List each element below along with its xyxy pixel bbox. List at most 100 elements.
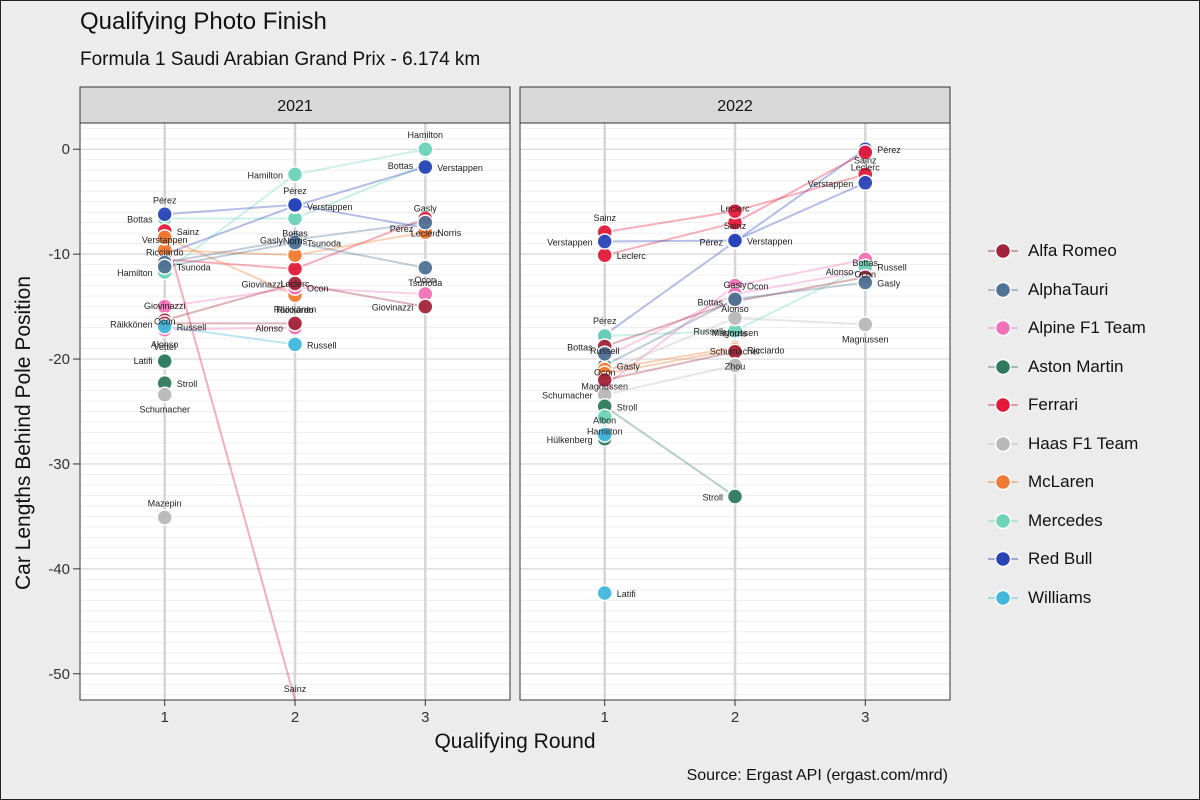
point-label: Leclerc	[280, 279, 310, 289]
point-label: Latifi	[134, 356, 153, 366]
data-point	[596, 246, 613, 264]
series-line	[604, 405, 736, 498]
data-point	[156, 206, 173, 223]
plot-area	[596, 140, 874, 602]
point-label: Hamilton	[587, 427, 623, 437]
legend-key	[988, 243, 1018, 260]
legend-item: Ferrari	[986, 386, 1146, 425]
facet-strip-label: 2022	[717, 98, 753, 115]
legend-item: Mercedes	[986, 502, 1146, 541]
point-label: Magnussen	[842, 334, 889, 344]
legend-key-point	[994, 589, 1012, 606]
legend-item: Alfa Romeo	[986, 232, 1146, 271]
point-label: Ocon	[415, 275, 437, 285]
point-label: Ricciardo	[747, 346, 785, 356]
legend-label: Mercedes	[1028, 510, 1103, 530]
data-point	[156, 509, 173, 526]
x-tick-label: 1	[161, 709, 169, 726]
y-tick-label: -50	[48, 666, 70, 683]
series-line	[604, 346, 736, 371]
legend-key	[988, 358, 1018, 375]
x-tick-label: 2	[731, 709, 739, 726]
legend-label: Aston Martin	[1028, 356, 1124, 376]
point-label: Leclerc	[720, 204, 750, 214]
point-label: Verstappen	[437, 163, 483, 173]
data-point	[156, 258, 173, 275]
source-caption: Source: Ergast API (ergast.com/mrd)	[686, 767, 948, 784]
legend-item: AlphaTauri	[986, 271, 1146, 310]
data-point	[417, 140, 434, 158]
data-point	[417, 298, 434, 315]
point-label: Ricciardo	[276, 305, 314, 315]
point-label: Norris	[723, 329, 747, 339]
point-label: Giovinazzi	[241, 280, 283, 290]
data-point	[156, 386, 173, 403]
point-label: Ricciardo	[146, 247, 184, 257]
legend-item: Red Bull	[986, 540, 1146, 579]
legend-key-point	[994, 551, 1012, 568]
point-label: Sainz	[284, 684, 307, 694]
data-point	[417, 259, 434, 277]
data-point	[286, 260, 304, 278]
point-label: Bottas	[697, 297, 723, 307]
point-label: Bottas	[567, 342, 593, 352]
legend-item: Haas F1 Team	[986, 425, 1146, 464]
series-line	[604, 364, 736, 396]
legend-key	[988, 474, 1018, 491]
point-label: Gasly	[723, 280, 747, 290]
point-label: Russell	[877, 263, 907, 273]
point-label: Räikkönen	[274, 304, 317, 314]
data-point	[857, 316, 874, 333]
legend-key-point	[994, 320, 1012, 337]
data-point	[857, 144, 874, 161]
legend-key-point	[994, 358, 1012, 375]
point-label: Pérez	[153, 195, 177, 205]
legend-key-point	[994, 474, 1012, 491]
plot-area	[156, 140, 434, 700]
series-line	[604, 348, 736, 375]
point-label: Giovinazzi	[372, 303, 414, 313]
legend-item: Aston Martin	[986, 348, 1146, 387]
point-label: Zhou	[725, 362, 746, 372]
legend-label: Ferrari	[1028, 395, 1079, 415]
data-point	[857, 274, 874, 291]
point-label: Hamilton	[117, 268, 153, 278]
series-line	[604, 350, 736, 382]
data-point	[286, 196, 304, 214]
point-label: Norris	[283, 236, 307, 246]
point-label: Hamilton	[247, 170, 283, 180]
point-label: Verstappen	[808, 179, 854, 189]
point-label: Pérez	[390, 224, 414, 234]
data-point	[286, 315, 304, 332]
point-label: Pérez	[877, 145, 901, 155]
point-label: Tsunoda	[408, 278, 442, 288]
point-label: Verstappen	[547, 238, 593, 248]
data-point	[726, 488, 744, 505]
point-label: Gasly	[260, 235, 284, 245]
point-label: Bottas	[282, 228, 308, 238]
legend-label: AlphaTauri	[1028, 279, 1109, 299]
point-label: Pérez	[593, 316, 617, 326]
point-label: Leclerc	[617, 251, 647, 261]
point-label: Gasly	[877, 278, 901, 288]
legend-item: Alpine F1 Team	[986, 309, 1146, 348]
data-point	[726, 232, 744, 249]
point-label: Gasly	[414, 204, 438, 214]
point-label: Leclerc	[851, 162, 881, 172]
legend-key	[988, 320, 1018, 337]
point-label: Russell	[307, 340, 337, 350]
data-point	[286, 275, 304, 292]
point-label: Leclerc	[411, 228, 441, 238]
data-point	[286, 336, 304, 353]
legend-key-point	[994, 281, 1012, 298]
panel-border	[79, 122, 511, 701]
point-label: Albon	[593, 416, 616, 426]
legend-label: Williams	[1028, 587, 1092, 607]
data-point	[286, 234, 304, 251]
legend-key	[988, 551, 1018, 568]
point-label: Verstappen	[307, 202, 353, 212]
y-tick-label: -10	[48, 246, 70, 263]
point-label: Sainz	[854, 155, 877, 165]
point-label: Bottas	[853, 258, 879, 268]
